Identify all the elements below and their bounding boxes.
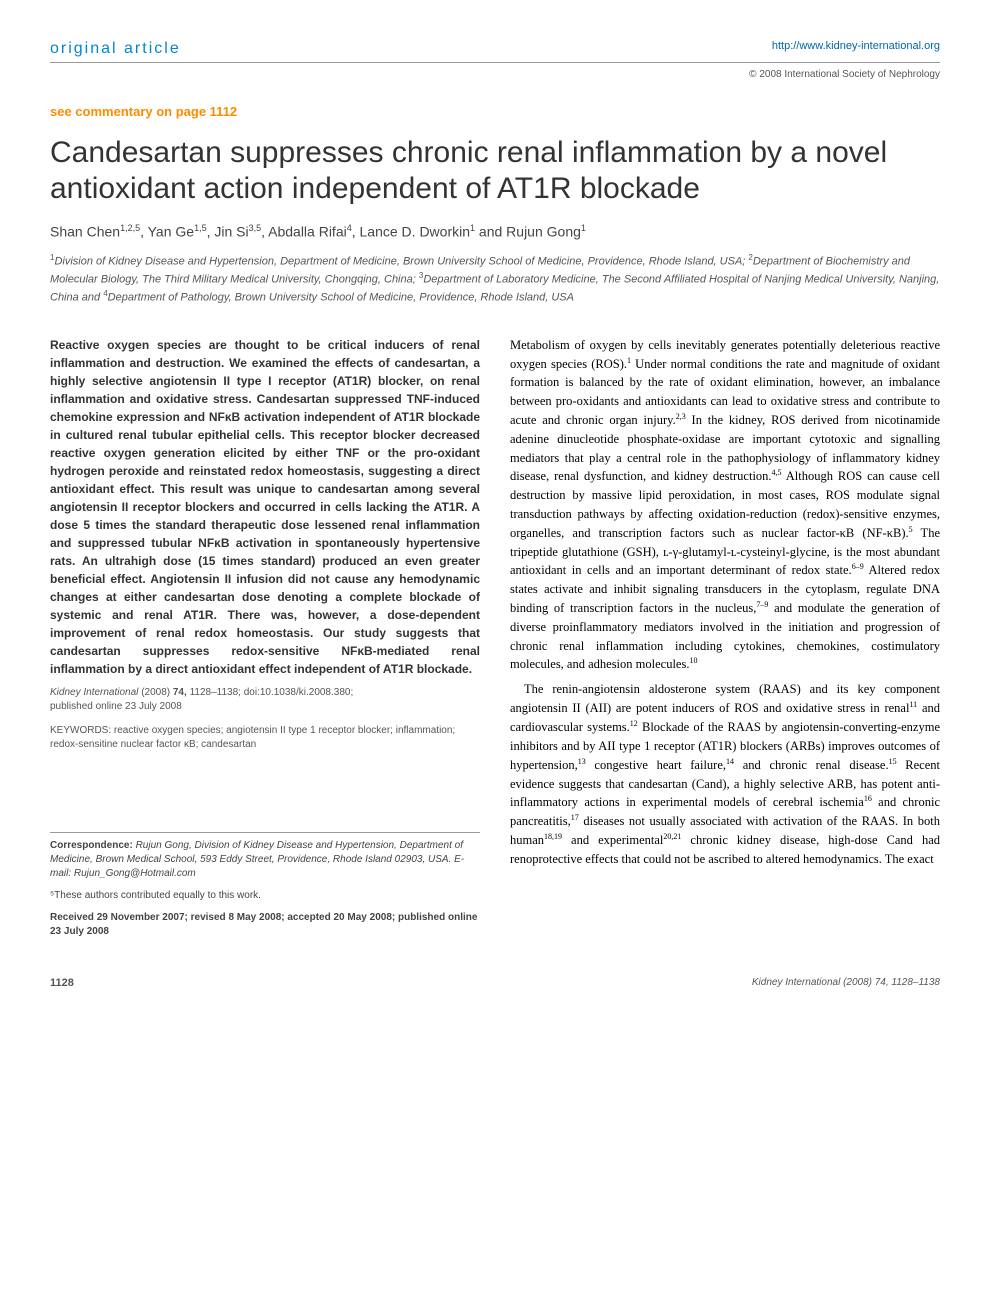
correspondence-label: Correspondence:: [50, 840, 133, 851]
received-dates: Received 29 November 2007; revised 8 May…: [50, 911, 480, 939]
page-footer: 1128 Kidney International (2008) 74, 112…: [50, 977, 940, 989]
header-url-block: http://www.kidney-international.org: [772, 40, 940, 52]
right-column: Metabolism of oxygen by cells inevitably…: [510, 336, 940, 947]
citation-volume: 74,: [173, 687, 187, 698]
received-text: Received 29 November 2007; revised 8 May…: [50, 912, 477, 937]
page-header: original article http://www.kidney-inter…: [50, 40, 940, 63]
copyright-line: © 2008 International Society of Nephrolo…: [50, 69, 940, 80]
correspondence-text: Correspondence: Rujun Gong, Division of …: [50, 839, 480, 881]
journal-footer-ref: Kidney International (2008) 74, 1128–113…: [752, 977, 940, 989]
keywords-label: KEYWORDS:: [50, 725, 111, 736]
citation-year: (2008): [141, 687, 170, 698]
body-paragraph-1: Metabolism of oxygen by cells inevitably…: [510, 336, 940, 675]
journal-url[interactable]: http://www.kidney-international.org: [772, 40, 940, 52]
contribution-note: ⁵These authors contributed equally to th…: [50, 889, 480, 903]
citation-pubdate: published online 23 July 2008: [50, 701, 182, 712]
left-column: Reactive oxygen species are thought to b…: [50, 336, 480, 947]
two-column-layout: Reactive oxygen species are thought to b…: [50, 336, 940, 947]
citation-doi: doi:10.1038/ki.2008.380;: [244, 687, 354, 698]
keywords-block: KEYWORDS: reactive oxygen species; angio…: [50, 724, 480, 752]
citation-block: Kidney International (2008) 74, 1128–113…: [50, 686, 480, 714]
author-list: Shan Chen1,2,5, Yan Ge1,5, Jin Si3,5, Ab…: [50, 223, 940, 240]
page-number: 1128: [50, 977, 74, 989]
affiliations: 1Division of Kidney Disease and Hyperten…: [50, 252, 940, 306]
body-paragraph-2: The renin-angiotensin aldosterone system…: [510, 680, 940, 868]
article-title: Candesartan suppresses chronic renal inf…: [50, 135, 940, 207]
correspondence-block: Correspondence: Rujun Gong, Division of …: [50, 832, 480, 939]
keywords-text: reactive oxygen species; angiotensin II …: [50, 725, 455, 750]
citation-journal: Kidney International: [50, 687, 138, 698]
commentary-link[interactable]: see commentary on page 1112: [50, 104, 940, 119]
article-type-label: original article: [50, 40, 181, 58]
citation-pages: 1128–1138;: [190, 687, 241, 698]
abstract-text: Reactive oxygen species are thought to b…: [50, 336, 480, 678]
journal-page: original article http://www.kidney-inter…: [0, 0, 990, 1019]
